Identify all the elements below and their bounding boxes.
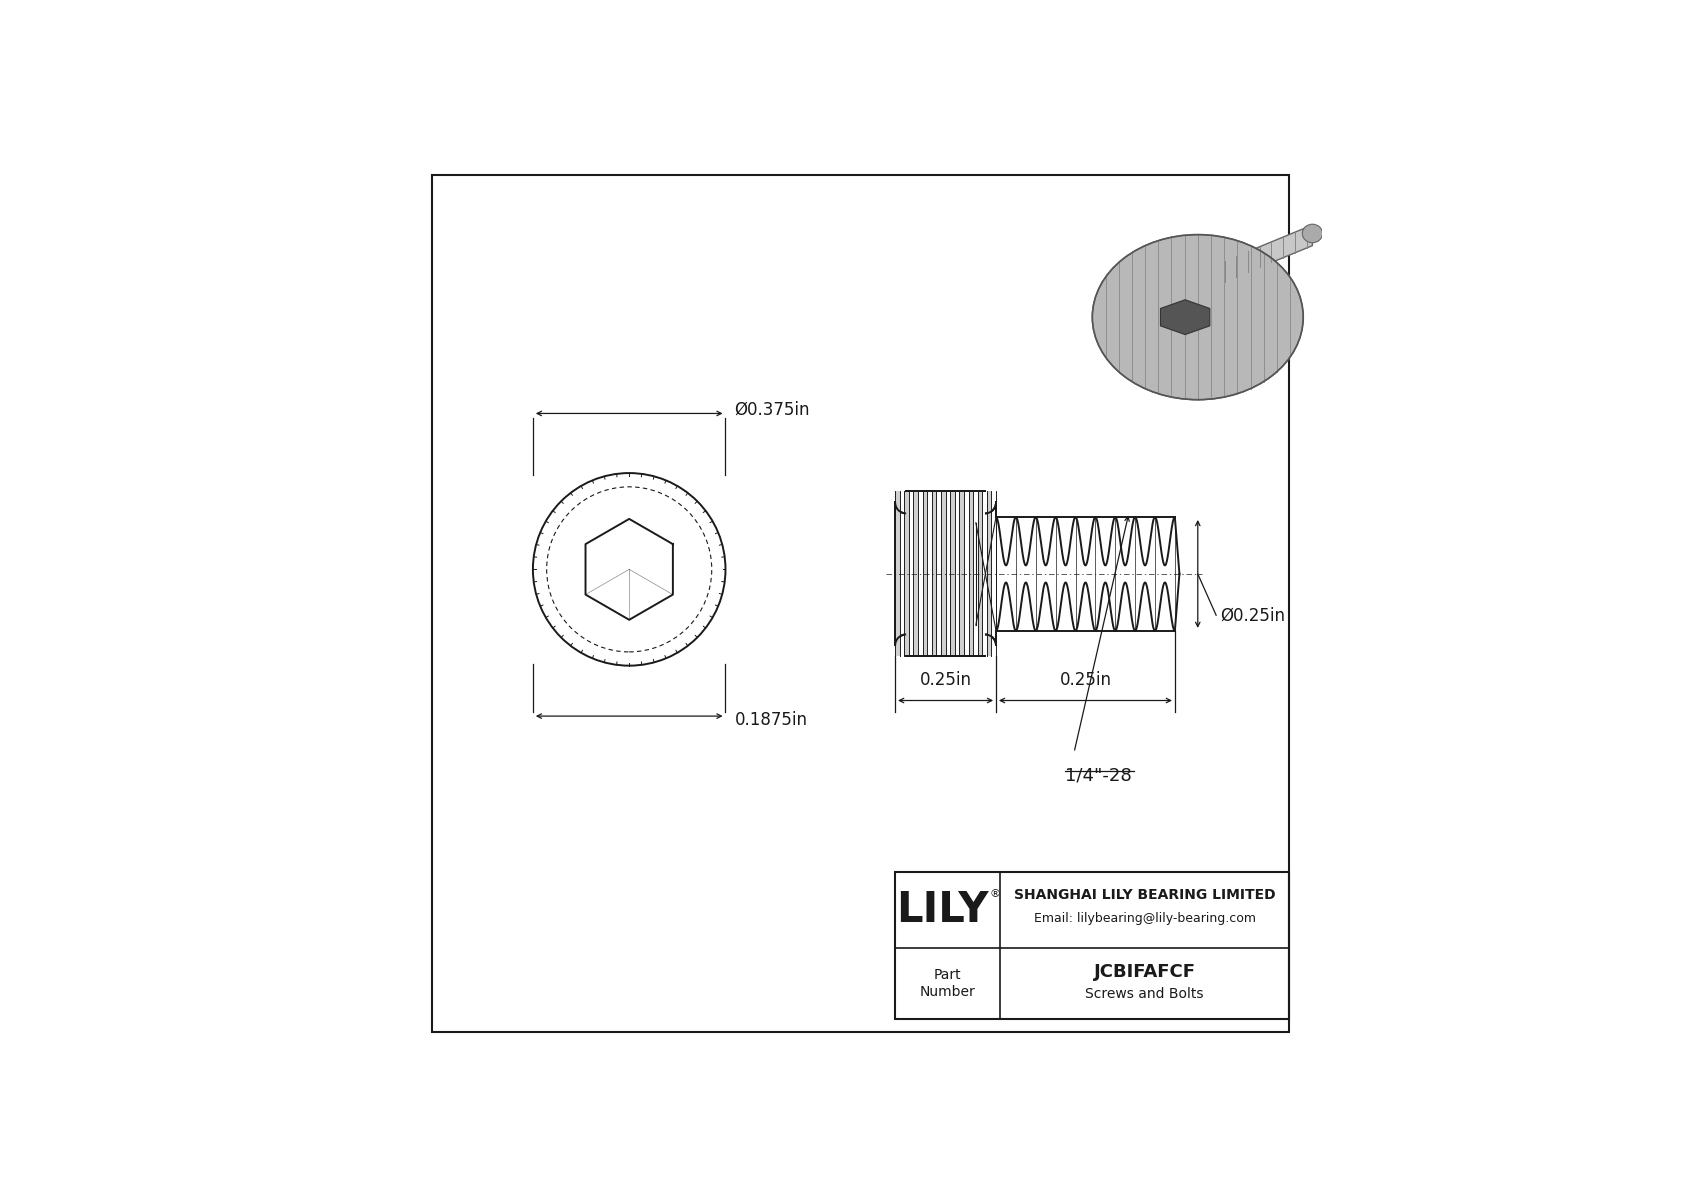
- Ellipse shape: [1302, 224, 1322, 243]
- Text: SHANGHAI LILY BEARING LIMITED: SHANGHAI LILY BEARING LIMITED: [1014, 888, 1275, 903]
- Polygon shape: [1160, 300, 1209, 335]
- Text: 1/4"-28: 1/4"-28: [1064, 767, 1132, 785]
- Polygon shape: [950, 492, 955, 656]
- Text: ®: ®: [990, 888, 1000, 899]
- Text: Part
Number: Part Number: [919, 968, 975, 998]
- Text: 0.25in: 0.25in: [1059, 672, 1111, 690]
- Polygon shape: [968, 492, 973, 656]
- Ellipse shape: [1093, 235, 1303, 400]
- Text: Ø0.375in: Ø0.375in: [734, 401, 810, 419]
- Text: Email: lilybearing@lily-bearing.com: Email: lilybearing@lily-bearing.com: [1034, 912, 1256, 925]
- Polygon shape: [913, 492, 918, 656]
- Text: 0.1875in: 0.1875in: [734, 711, 808, 729]
- Polygon shape: [941, 492, 946, 656]
- Polygon shape: [923, 492, 928, 656]
- Text: 0.25in: 0.25in: [919, 672, 972, 690]
- Polygon shape: [978, 492, 982, 656]
- Polygon shape: [896, 492, 899, 656]
- Polygon shape: [931, 492, 936, 656]
- Polygon shape: [960, 492, 963, 656]
- Polygon shape: [896, 492, 995, 656]
- Text: Ø0.25in: Ø0.25in: [1219, 606, 1285, 624]
- Text: LILY: LILY: [896, 890, 989, 931]
- Polygon shape: [904, 492, 909, 656]
- Text: Screws and Bolts: Screws and Bolts: [1084, 987, 1204, 1000]
- Polygon shape: [987, 492, 992, 656]
- Polygon shape: [1219, 225, 1312, 285]
- Text: JCBIFAFCF: JCBIFAFCF: [1093, 962, 1196, 980]
